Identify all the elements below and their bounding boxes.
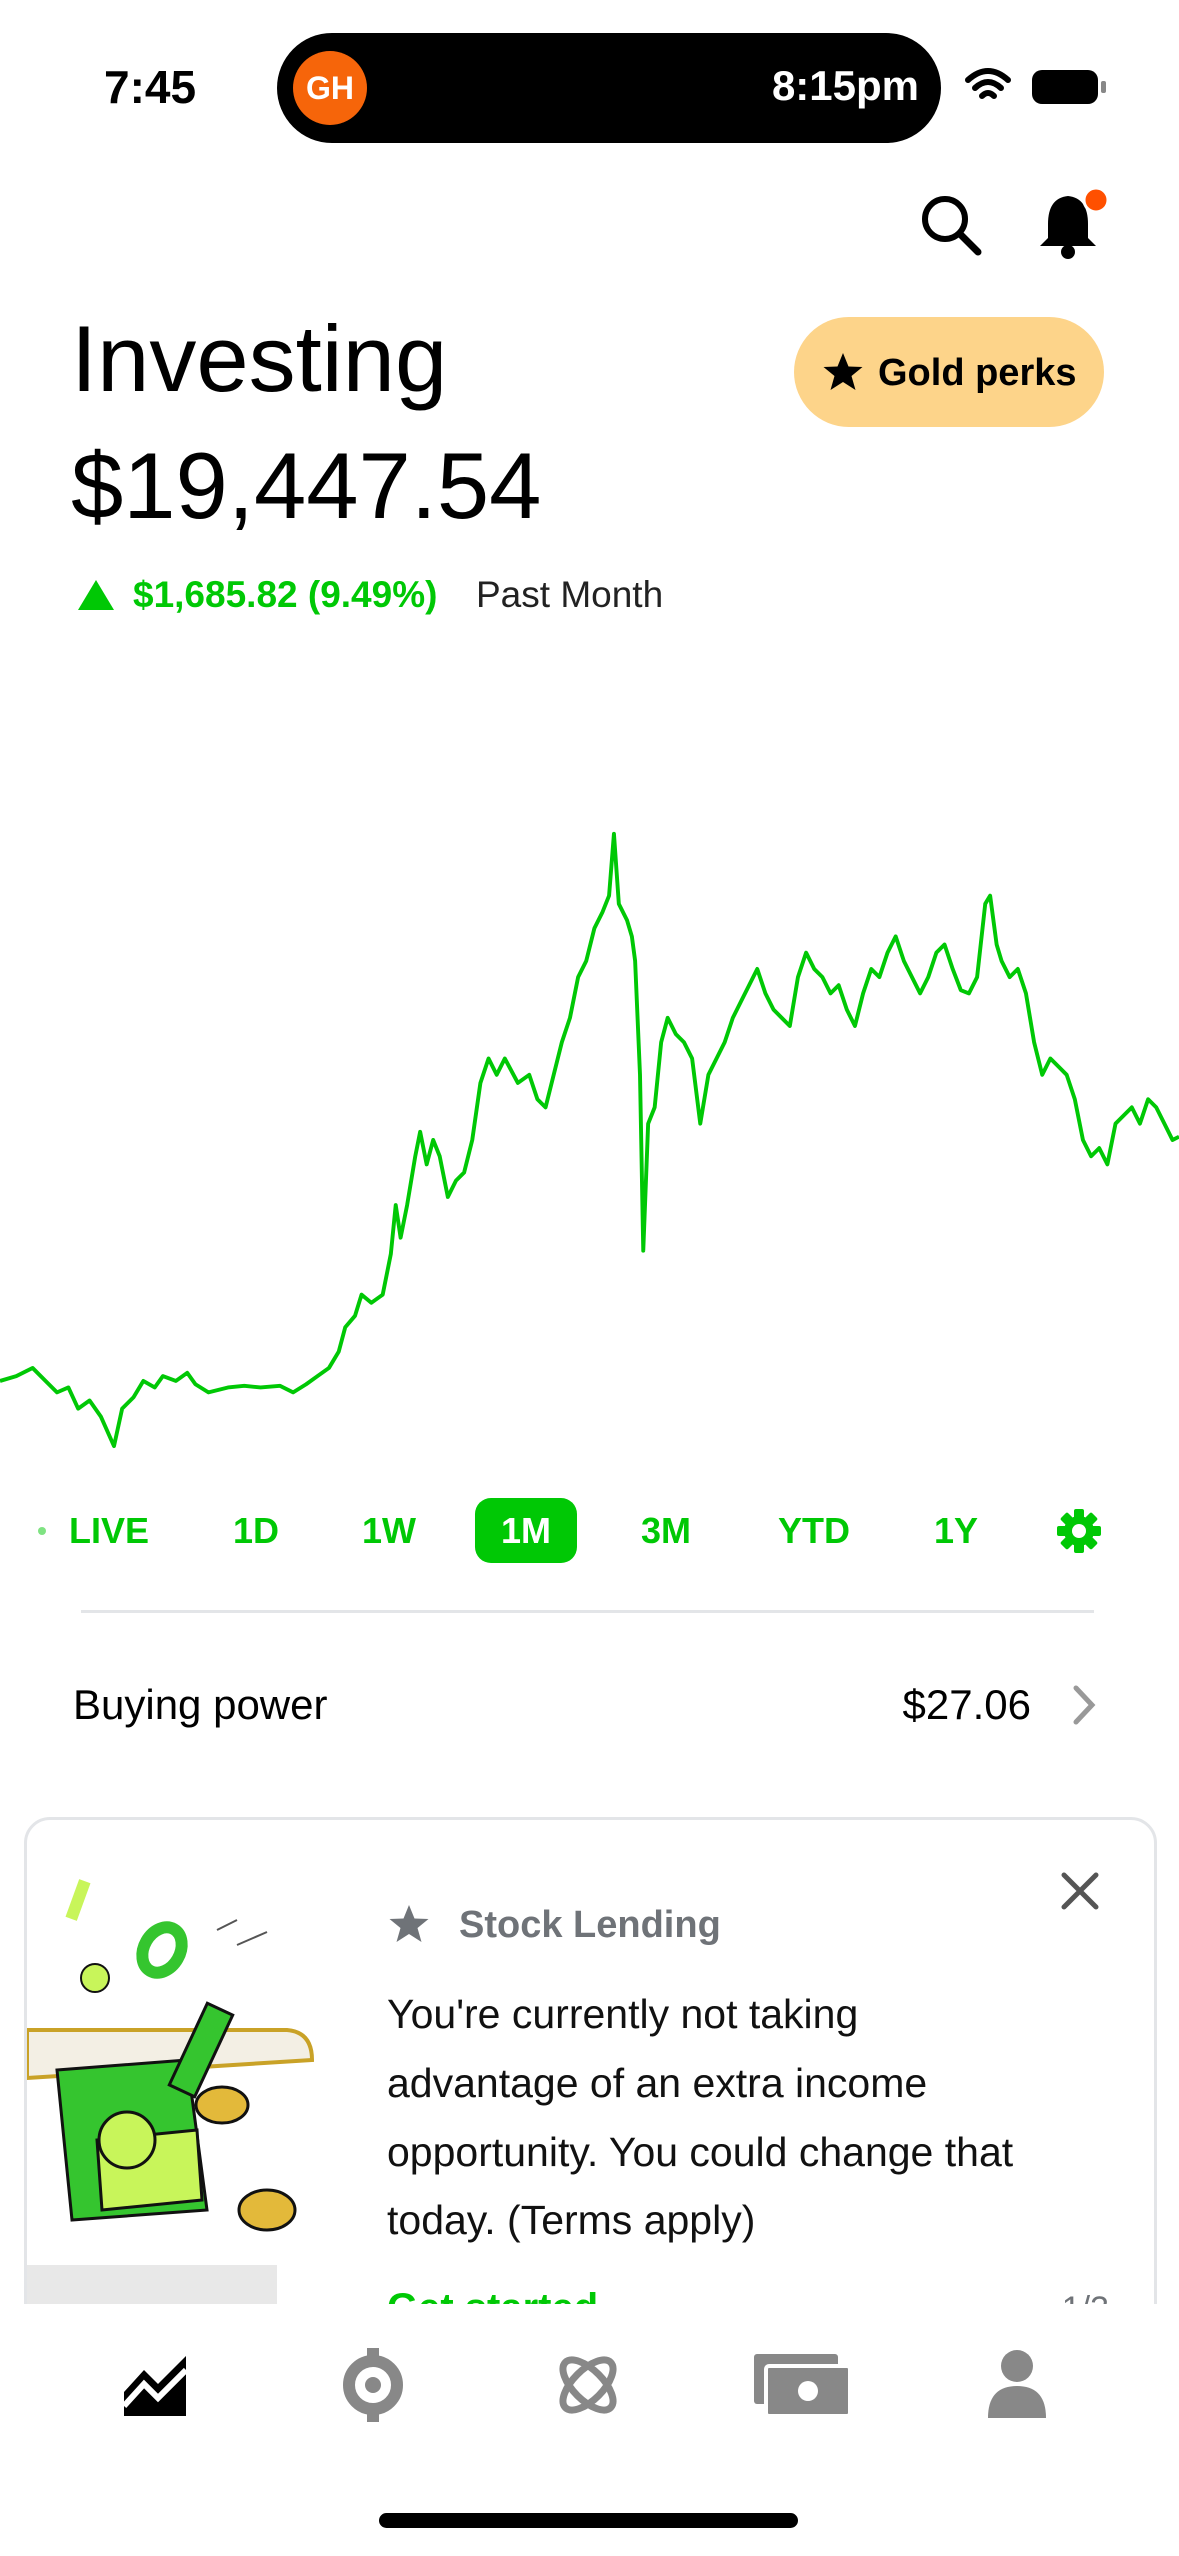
chevron xyxy=(1073,1685,1096,1725)
up-arrow xyxy=(78,580,114,610)
card-illustration xyxy=(27,1879,315,2320)
activity-badge: GH xyxy=(293,51,367,125)
performance-chart xyxy=(0,831,1179,1449)
status-time: 7:45 xyxy=(104,61,197,113)
tab-account[interactable] xyxy=(986,2348,1048,2418)
tab-cash[interactable] xyxy=(752,2352,852,2418)
portfolio-value: $19,447.54 xyxy=(71,433,542,538)
range-button[interactable]: 1Y xyxy=(933,1510,979,1551)
range-button[interactable]: 1D xyxy=(232,1510,280,1551)
change-amount: $1,685.82 (9.49%) xyxy=(133,574,438,615)
gold-perks-label: Gold perks xyxy=(878,352,1077,394)
tab-crypto[interactable] xyxy=(338,2348,408,2422)
divider xyxy=(81,1610,1094,1613)
tab-bar xyxy=(0,2304,1179,2556)
activity-time: 8:15pm xyxy=(771,62,919,109)
chart-settings-button[interactable] xyxy=(1056,1508,1102,1554)
gold-perks-button[interactable]: Gold perks xyxy=(794,317,1104,427)
card-body-line: opportunity. You could change that xyxy=(387,2129,1014,2175)
range-button[interactable]: YTD xyxy=(778,1510,850,1551)
card-body-line: You're currently not taking xyxy=(387,1991,859,2037)
notifications-button[interactable] xyxy=(1036,186,1116,262)
range-button[interactable]: LIVE xyxy=(68,1510,150,1551)
live-dot xyxy=(38,1527,46,1535)
buying-power-label: Buying power xyxy=(73,1681,328,1728)
range-button[interactable]: 3M xyxy=(640,1510,692,1551)
tab-explore[interactable] xyxy=(550,2348,626,2422)
home-indicator xyxy=(379,2513,798,2528)
card-tag: Stock Lending xyxy=(459,1904,721,1946)
tag-star xyxy=(389,1905,429,1942)
search-button[interactable] xyxy=(918,192,984,258)
card-body-line: today. (Terms apply) xyxy=(387,2197,756,2243)
range-button[interactable]: 1W xyxy=(362,1510,416,1551)
page-title: Investing xyxy=(71,306,448,411)
dynamic-island xyxy=(277,33,941,143)
status-icons xyxy=(965,68,1106,104)
range-button[interactable]: 1M xyxy=(474,1498,578,1563)
star-icon xyxy=(823,353,863,390)
buying-power-value: $27.06 xyxy=(902,1681,1031,1728)
change-period: Past Month xyxy=(476,574,664,615)
tab-investing[interactable] xyxy=(120,2352,192,2418)
chart-line xyxy=(0,831,1179,1449)
buying-power-row[interactable]: Buying power $27.06 xyxy=(0,1650,1179,1760)
close-button[interactable] xyxy=(1060,1871,1100,1911)
card-body-line: advantage of an extra income xyxy=(387,2060,928,2106)
